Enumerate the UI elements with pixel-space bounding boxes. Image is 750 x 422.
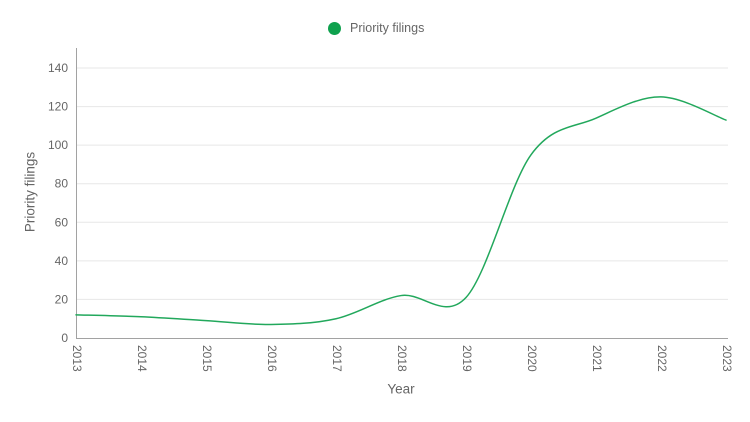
x-axis-title: Year [387, 381, 415, 397]
x-tick-label: 2021 [590, 345, 604, 372]
x-tick-label: 2018 [395, 345, 409, 372]
legend-item[interactable]: Priority filings [328, 21, 424, 35]
x-tick-label: 2020 [525, 345, 539, 372]
x-tick-label: 2016 [265, 345, 279, 372]
y-axis-title: Priority filings [22, 151, 38, 233]
y-tick-label: 60 [55, 215, 69, 229]
legend-marker-icon [328, 21, 341, 35]
y-tick-label: 120 [48, 100, 68, 114]
series-line [75, 96, 727, 326]
x-tick-label: 2022 [655, 345, 669, 372]
x-tick-label: 2023 [720, 345, 734, 372]
y-tick-label: 100 [48, 138, 68, 152]
y-tick-label: 80 [55, 177, 69, 191]
y-tick-label: 140 [48, 61, 68, 75]
legend-label: Priority filings [350, 21, 425, 35]
y-tick-label: 40 [55, 254, 69, 268]
y-tick-label: 0 [61, 331, 68, 345]
x-tick-label: 2017 [330, 345, 344, 372]
x-tick-label: 2014 [135, 345, 149, 372]
y-tick-label: 20 [55, 292, 69, 306]
x-tick-label: 2015 [200, 345, 214, 372]
x-tick-label: 2019 [460, 345, 474, 372]
x-tick-label: 2013 [70, 345, 84, 372]
